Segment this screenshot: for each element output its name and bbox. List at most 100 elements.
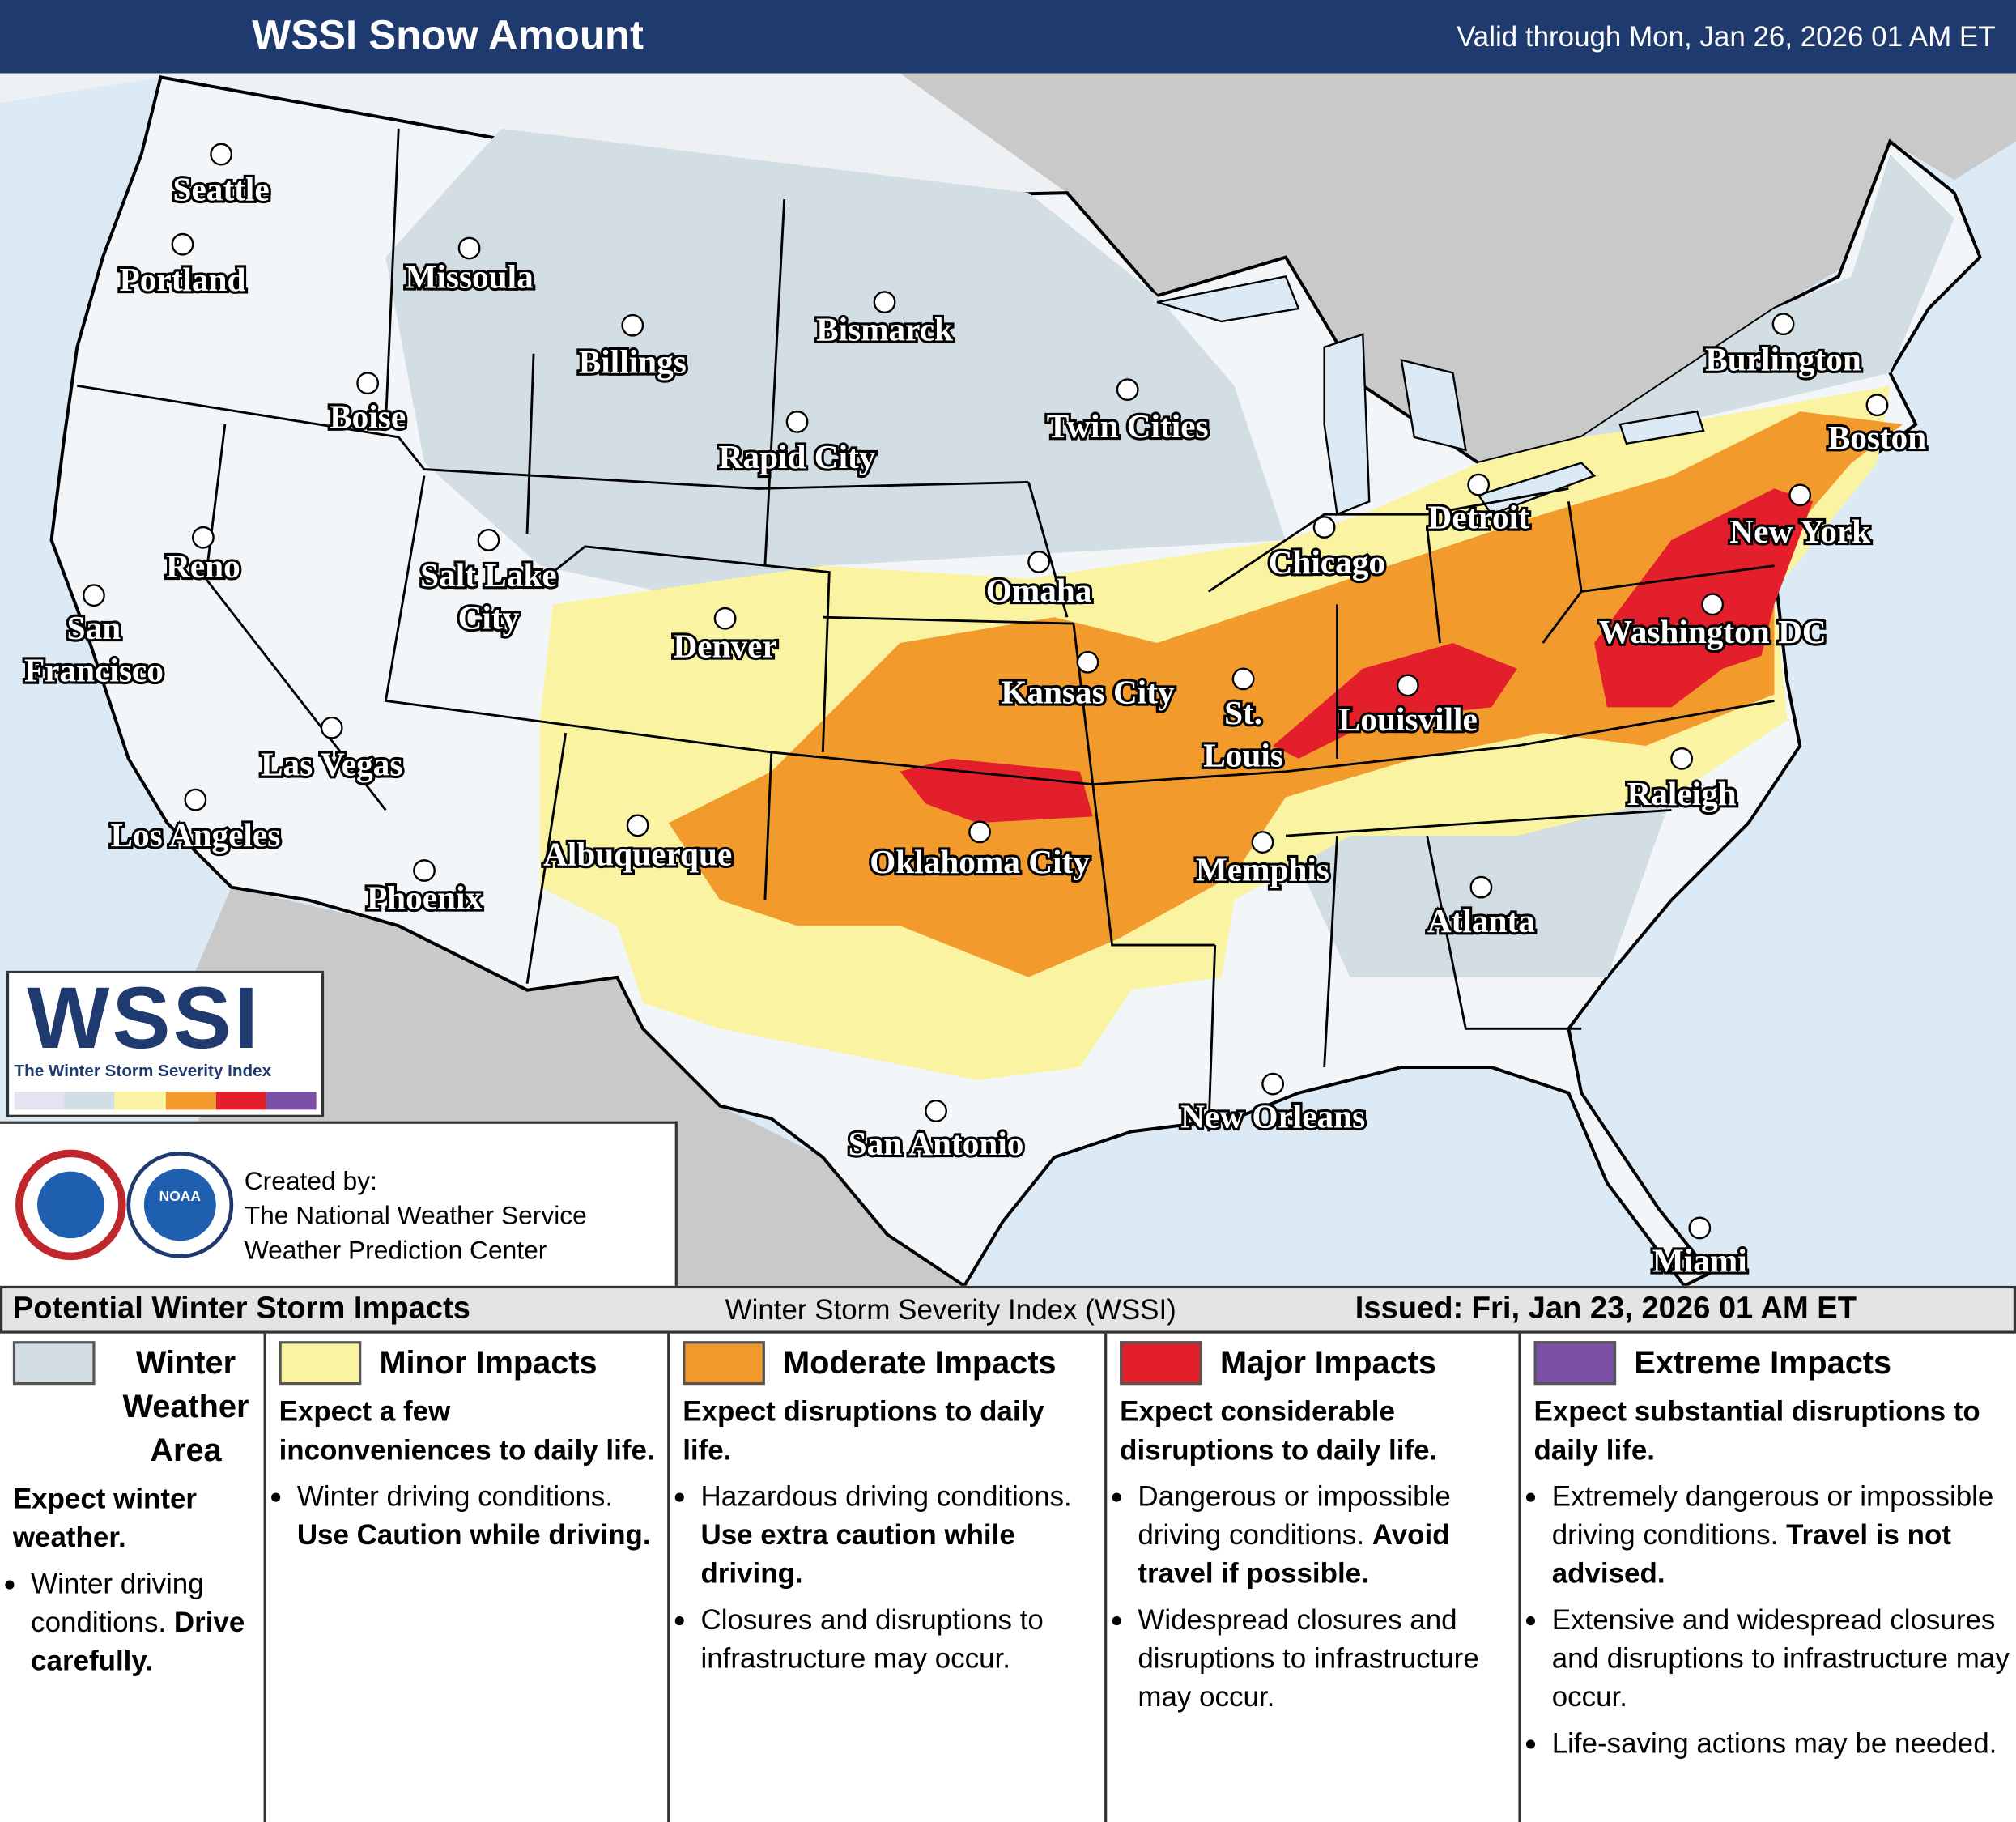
logo-swatch (165, 1092, 216, 1110)
city-dot (1701, 593, 1725, 616)
logo-swatch (14, 1092, 65, 1110)
bullet-text: Hazardous driving conditions. (700, 1479, 1072, 1513)
legend-heading-text: Extreme Impacts (1634, 1344, 1892, 1381)
legend-bullet: Extensive and widespread closures and di… (1552, 1601, 2011, 1717)
city-dot (184, 788, 207, 811)
city-dot (320, 716, 343, 739)
legend-bullet: Dangerous or impossible driving conditio… (1138, 1477, 1513, 1593)
great-lakes (1156, 275, 1705, 516)
title: WSSI Snow Amount (252, 11, 644, 58)
city-label: Oklahoma City (870, 843, 1090, 880)
city-label: New York (1729, 513, 1870, 550)
city-label: Phoenix (367, 879, 483, 917)
bullet-emphasis: Use Caution while driving. (296, 1518, 651, 1552)
city-dot (477, 529, 500, 551)
legend-bullets: Dangerous or impossible driving conditio… (1120, 1477, 1513, 1716)
bullet-text: Widespread closures and disruptions to i… (1138, 1603, 1479, 1713)
city-label: Portland (120, 261, 246, 298)
city-label: Denver (673, 627, 776, 664)
legend-heading-text: Moderate Impacts (783, 1344, 1057, 1381)
agency-seals: NOAA (15, 1149, 234, 1261)
legend-heading: Winter Weather Area (12, 1341, 258, 1472)
city-dot (210, 143, 233, 166)
logo-name: WSSI (27, 969, 262, 1067)
issued-time: Issued: Fri, Jan 23, 2026 01 AM ET (1355, 1291, 1857, 1326)
nws-seal-center (37, 1171, 104, 1239)
legend-column: Major Impacts Expect considerable disrupt… (1107, 1333, 1521, 1822)
legend-heading-text: Minor Impacts (379, 1344, 598, 1381)
city-dot (171, 232, 194, 256)
legend: Potential Winter Storm Impacts Winter St… (0, 1285, 2016, 1822)
logo-swatch (114, 1092, 166, 1110)
bullet-emphasis: Avoid travel if possible. (1138, 1518, 1450, 1590)
city-label: Salt Lake (420, 556, 557, 594)
legend-summary: Expect substantial disruptions to daily … (1533, 1394, 1980, 1467)
legend-bullet: Extremely dangerous or impossible drivin… (1552, 1477, 2011, 1593)
city-label: Raleigh (1627, 775, 1736, 812)
city-label: Louisville (1338, 700, 1478, 738)
bullet-text: Life-saving actions may be needed. (1551, 1726, 1997, 1760)
city-dot (1312, 516, 1336, 539)
noaa-seal-center (143, 1169, 216, 1241)
city-dot (1396, 674, 1419, 697)
legend-heading-text: Winter Weather Area (122, 1344, 249, 1469)
bullet-text: Dangerous or impossible driving conditio… (1138, 1479, 1451, 1552)
city-dot (925, 1100, 947, 1122)
bullet-text: Extremely dangerous or impossible drivin… (1551, 1479, 1994, 1552)
city-label: Bismarck (816, 311, 953, 348)
legend-heading: Minor Impacts (279, 1341, 662, 1386)
city-label: Washington DC (1599, 613, 1827, 650)
city-label: Albuquerque (543, 836, 732, 873)
city-dot (413, 859, 436, 882)
legend-columns: Winter Weather Area Expect winter weather… (0, 1333, 2016, 1822)
city-label: Miami (1652, 1241, 1747, 1279)
legend-bullets: Extremely dangerous or impossible drivin… (1533, 1477, 2010, 1763)
credit-line: The National Weather Service (244, 1202, 587, 1231)
major-impact-area (900, 488, 1814, 824)
legend-bullet: Closures and disruptions to infrastructu… (700, 1601, 1099, 1678)
legend-heading: Moderate Impacts (683, 1341, 1099, 1386)
city-dot (457, 236, 481, 260)
legend-bullet: Life-saving actions may be needed. (1552, 1724, 2011, 1763)
city-dot (1670, 747, 1693, 770)
city-dot (1469, 875, 1493, 899)
bullet-text: Closures and disruptions to infrastructu… (700, 1603, 1044, 1675)
legend-bullets: Winter driving conditions. Drive careful… (13, 1564, 258, 1680)
credit-text: Created by: The National Weather Service… (245, 1165, 587, 1270)
logo-swatch (266, 1092, 317, 1110)
city-dot (785, 410, 809, 433)
bullet-text: Winter driving conditions. (31, 1567, 204, 1638)
city-label: City (458, 598, 520, 636)
legend-bullet: Widespread closures and disruptions to i… (1138, 1601, 1513, 1717)
city-dot (1771, 313, 1795, 336)
legend-column: Extreme Impacts Expect substantial disrup… (1521, 1334, 2016, 1822)
city-label: Louis (1203, 736, 1283, 773)
city-dot (1251, 831, 1274, 854)
city-dot (968, 820, 991, 844)
legend-swatch (1120, 1341, 1202, 1386)
legend-bar: Potential Winter Storm Impacts Winter St… (0, 1285, 2016, 1334)
city-label: Boston (1828, 419, 1927, 456)
legend-summary: Expect a few inconveniences to daily lif… (279, 1394, 655, 1467)
legend-heading-text: Major Impacts (1220, 1344, 1436, 1381)
map: Seattle Portland Missoula Billings Bismarck B… (0, 73, 2016, 1286)
wssi-logo: WSSI The Winter Storm Severity Index (6, 969, 325, 1117)
legend-summary: Expect winter weather. (12, 1482, 198, 1554)
city-label: Omaha (986, 572, 1092, 609)
logo-tagline: The Winter Storm Severity Index (14, 1061, 272, 1080)
city-label: Atlanta (1427, 902, 1535, 939)
city-dot (1865, 394, 1889, 417)
header: WSSI Snow Amount Valid through Mon, Jan … (0, 0, 2016, 74)
city-label: Detroit (1428, 499, 1530, 536)
legend-bullets: Winter driving conditions. Use Caution w… (279, 1477, 662, 1554)
bullet-emphasis: Travel is not advised. (1551, 1518, 1951, 1590)
city-dot (1231, 667, 1255, 691)
legend-bullets: Hazardous driving conditions. Use extra … (683, 1477, 1099, 1678)
city-dot (192, 526, 215, 549)
city-label: Reno (166, 547, 240, 585)
logo-swatch (64, 1092, 115, 1110)
city-label: Missoula (406, 258, 534, 296)
bullet-emphasis: Drive carefully. (31, 1606, 245, 1677)
